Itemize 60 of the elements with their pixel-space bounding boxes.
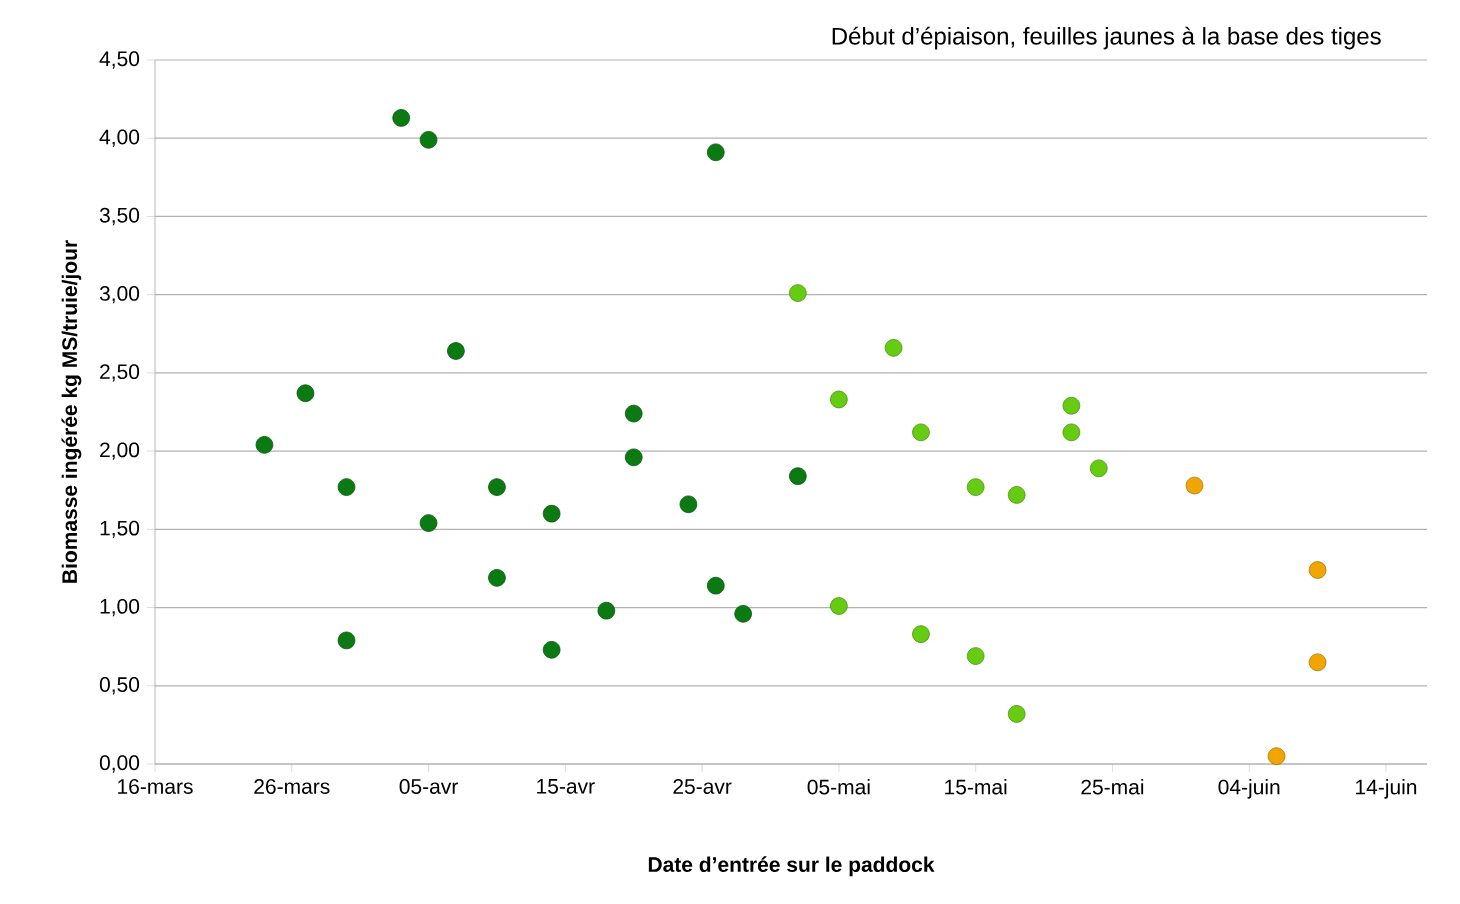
x-tick-label: 25-mai [1081,779,1144,795]
point [1308,561,1327,579]
x-tick-label: 16-mars [118,779,193,794]
point [419,130,438,149]
y-tick-label: 2,00 [100,442,140,460]
point [1062,396,1081,415]
x-tick-label: 15-mai [945,779,1007,795]
y-tick-label: 2,50 [100,364,140,382]
point [734,605,752,623]
x-axis-title: Date d’entrée sur le paddock [648,856,935,877]
point [597,601,616,620]
point [542,640,561,659]
point [789,467,807,485]
point [1308,653,1327,672]
x-tick-label: 05-avr [399,779,458,794]
x-tick-label: 04-juin [1218,779,1280,799]
point [1062,423,1081,442]
y-tick-label: 4,00 [99,129,140,147]
point [542,504,561,523]
y-tick-label: 3,00 [99,286,140,304]
point [830,597,848,615]
point [966,647,985,665]
x-tick-label: 05-mai [807,779,870,795]
point [830,390,848,409]
text: Début d’épiaison, feuilles jaunes à la base des tiges [832,26,1381,50]
y-tick-label: 1,00 [100,598,140,617]
point [392,109,410,127]
point [447,342,465,360]
y-tick-label: 3,50 [99,207,140,226]
x-tick-label: 25-avr [673,779,732,794]
point [624,404,643,423]
point [966,478,985,496]
y-tick-label: 1,50 [100,520,140,539]
point [337,478,356,496]
point [912,423,930,442]
y-axis-title: Biomasse ingérée kg MS/truie/jour [61,240,82,583]
point [419,514,438,532]
point [337,631,356,650]
point [255,436,274,454]
point [679,495,698,514]
y-tick-label: 0,00 [99,755,140,773]
point [1185,476,1204,495]
point [624,448,643,467]
point [1007,705,1026,723]
point [1007,486,1026,504]
point [912,625,930,643]
x-tick-label: 14-juin [1356,779,1417,799]
point [706,576,725,595]
point [789,284,807,302]
point [488,478,506,496]
x-tick-label: 26-mars [254,779,330,794]
point [296,384,315,403]
point [884,339,903,357]
point [1267,747,1286,765]
y-tick-label: 4,50 [99,51,140,69]
point [1089,459,1108,478]
point [706,143,725,162]
y-tick-label: 0,50 [99,677,140,695]
x-tick-label: 15-avr [537,779,595,794]
point [488,569,506,587]
